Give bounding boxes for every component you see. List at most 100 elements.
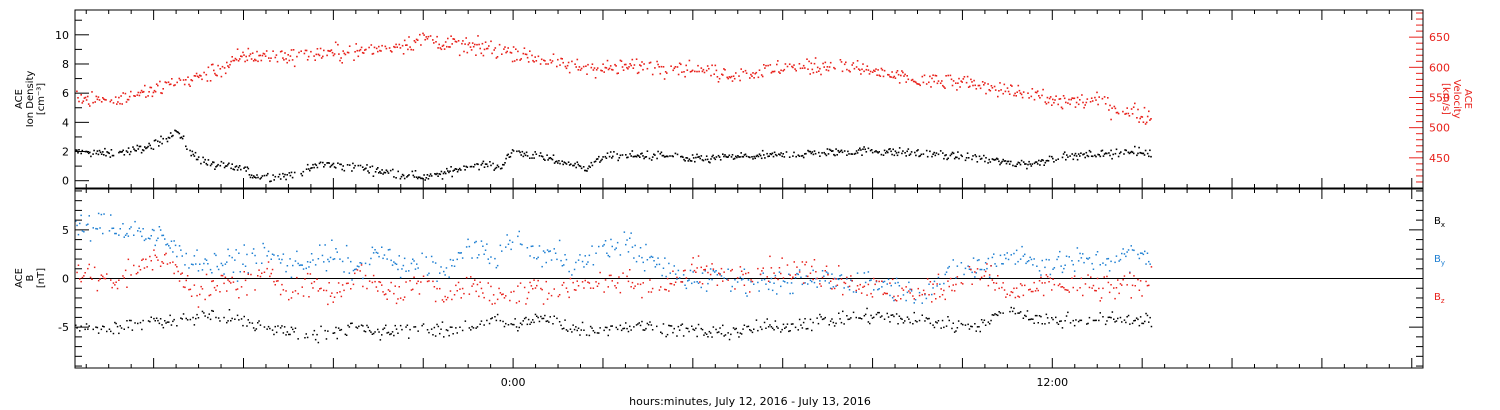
by-point xyxy=(227,248,229,251)
by-point xyxy=(428,272,430,275)
density-point xyxy=(1066,154,1068,156)
bx-point xyxy=(505,322,507,325)
density-point xyxy=(732,158,735,160)
by-point xyxy=(843,287,845,289)
by-point xyxy=(92,227,94,229)
by-point xyxy=(1079,252,1081,255)
by-point xyxy=(898,285,901,287)
by-point xyxy=(1019,258,1022,260)
velocity-point xyxy=(833,66,835,69)
velocity-point xyxy=(602,63,604,65)
velocity-point xyxy=(368,46,370,49)
velocity-point xyxy=(855,66,858,68)
by-point xyxy=(875,280,878,283)
by-point xyxy=(769,281,771,283)
velocity-point xyxy=(724,69,726,71)
bz-point xyxy=(629,269,631,271)
density-point xyxy=(744,153,747,156)
velocity-point xyxy=(317,53,320,56)
bx-point xyxy=(447,329,449,332)
density-point xyxy=(855,150,858,152)
bz-point xyxy=(584,279,586,282)
bz-point xyxy=(432,280,434,283)
density-point xyxy=(481,162,484,165)
velocity-point xyxy=(1035,91,1038,94)
density-point xyxy=(302,170,305,173)
bz-point xyxy=(895,300,898,302)
by-point xyxy=(154,244,156,247)
bz-point xyxy=(759,273,762,276)
bx-point xyxy=(379,339,382,341)
bx-point xyxy=(479,323,481,325)
density-point xyxy=(876,151,878,153)
bz-point xyxy=(1022,294,1025,297)
velocity-point xyxy=(930,86,932,88)
by-point xyxy=(142,228,144,230)
density-point xyxy=(582,166,585,168)
bz-point xyxy=(634,285,636,287)
density-point xyxy=(1086,154,1089,157)
density-point xyxy=(562,163,564,166)
density-point xyxy=(767,155,769,158)
by-point xyxy=(488,262,491,265)
velocity-point xyxy=(862,63,864,65)
velocity-point xyxy=(524,53,527,55)
velocity-point xyxy=(1052,98,1054,101)
bz-point xyxy=(627,280,630,283)
bx-point xyxy=(305,333,307,335)
by-point xyxy=(763,278,766,281)
density-point xyxy=(103,154,105,156)
velocity-point xyxy=(1031,88,1034,90)
bx-point xyxy=(1025,315,1027,318)
velocity-point xyxy=(1044,101,1047,103)
velocity-point xyxy=(153,89,156,92)
by-point xyxy=(548,250,550,253)
density-point xyxy=(269,180,271,183)
by-point xyxy=(633,257,635,259)
velocity-point xyxy=(840,61,843,63)
bz-point xyxy=(254,289,256,291)
bz-point xyxy=(1005,296,1007,298)
velocity-point xyxy=(1053,101,1055,104)
density-point xyxy=(992,158,995,161)
velocity-point xyxy=(702,68,705,71)
velocity-point xyxy=(467,43,470,46)
density-point xyxy=(985,157,987,159)
velocity-point xyxy=(1027,92,1029,94)
velocity-point xyxy=(1124,113,1126,115)
by-point xyxy=(905,299,907,302)
bz-point xyxy=(302,295,305,297)
by-point xyxy=(1022,255,1025,257)
by-point xyxy=(81,230,84,232)
by-point xyxy=(336,251,338,253)
by-point xyxy=(815,277,817,280)
by-point xyxy=(746,295,748,297)
velocity-point xyxy=(826,66,829,68)
by-point xyxy=(895,277,898,280)
bz-point xyxy=(592,287,595,289)
density-point xyxy=(766,152,768,155)
bz-point xyxy=(913,298,915,300)
bz-point xyxy=(545,280,547,283)
density-point xyxy=(1010,160,1012,163)
density-point xyxy=(831,150,833,152)
axis-label-line: [km/s] xyxy=(1440,83,1451,115)
velocity-point xyxy=(97,96,100,98)
bz-point xyxy=(1107,281,1110,284)
velocity-point xyxy=(912,80,915,83)
bx-point xyxy=(345,334,348,336)
density-point xyxy=(662,154,665,157)
velocity-point xyxy=(894,77,897,79)
bx-point xyxy=(332,332,334,334)
by-point xyxy=(478,254,480,256)
by-point xyxy=(678,277,681,279)
velocity-point xyxy=(1094,96,1096,99)
bz-point xyxy=(955,283,957,286)
by-point xyxy=(391,264,394,266)
by-point xyxy=(863,272,866,274)
velocity-point xyxy=(183,83,186,86)
bz-point xyxy=(389,290,391,292)
density-point xyxy=(361,166,364,168)
bx-point xyxy=(1010,306,1012,309)
